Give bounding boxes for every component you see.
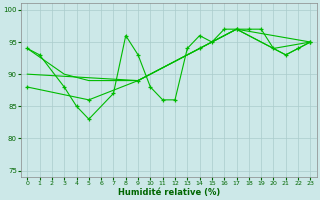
X-axis label: Humidité relative (%): Humidité relative (%)	[118, 188, 220, 197]
